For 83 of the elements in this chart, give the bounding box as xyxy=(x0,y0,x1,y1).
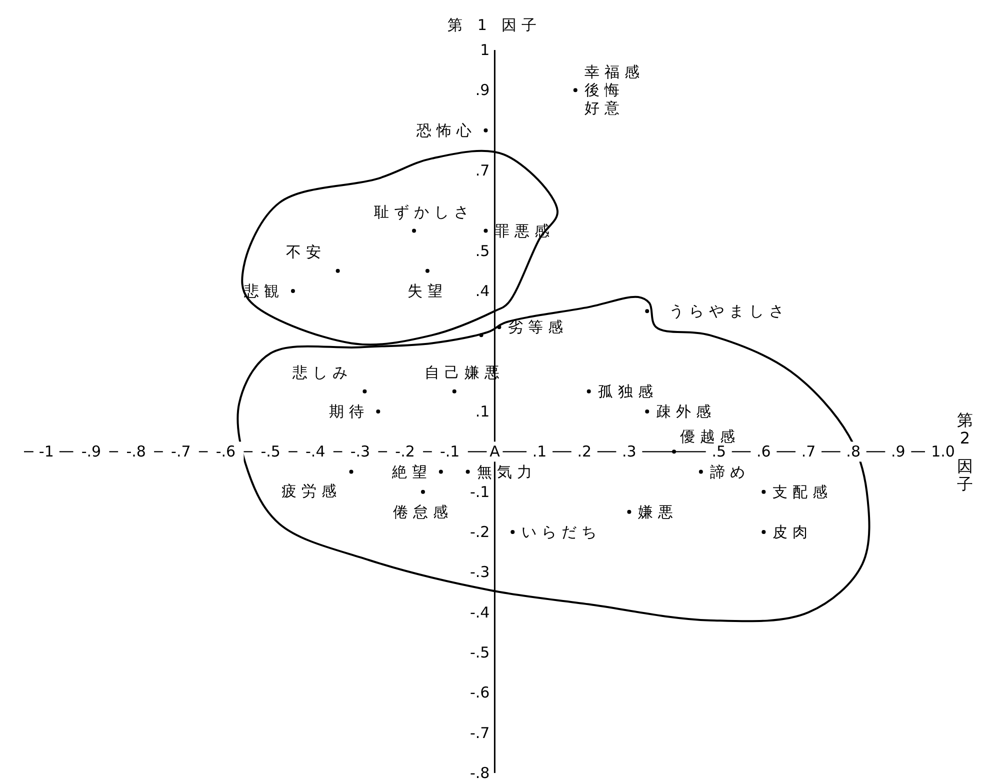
point xyxy=(586,389,591,394)
point xyxy=(645,309,650,314)
x-tick-label: .3 xyxy=(622,442,636,461)
point xyxy=(290,289,295,293)
point xyxy=(452,389,456,394)
x-tick-label: .2 xyxy=(577,442,592,461)
x-tick-label: -1 xyxy=(38,442,54,461)
point xyxy=(466,470,470,474)
annotation: 疎外感 xyxy=(656,402,716,420)
point xyxy=(420,490,425,494)
point xyxy=(412,228,416,233)
x-tick-label: -.3 xyxy=(350,442,370,461)
y-tick-label: -.2 xyxy=(470,523,490,541)
point xyxy=(479,333,484,338)
point xyxy=(336,268,340,273)
x-tick-label: -.8 xyxy=(126,442,146,461)
annotation: 倦怠感 xyxy=(392,502,453,521)
x-tick-label: -.2 xyxy=(395,442,415,461)
annotation: 皮肉 xyxy=(772,523,813,541)
y-tick-label: -.7 xyxy=(470,724,490,742)
x-tick-label: .9 xyxy=(891,442,906,461)
y-tick-label: .7 xyxy=(475,162,490,180)
point xyxy=(376,410,380,414)
annotation: 悲しみ xyxy=(292,363,353,382)
y-tick-label: -.6 xyxy=(470,684,490,702)
annotation: 幸福感 xyxy=(584,63,644,82)
x-tick-label: -.9 xyxy=(81,442,102,461)
point xyxy=(698,470,703,474)
y-tick-label: .4 xyxy=(475,282,490,300)
point xyxy=(672,450,676,454)
annotation: 恐怖心 xyxy=(416,121,477,140)
x-tick-label: -.4 xyxy=(306,442,326,461)
y-tick-label: -.5 xyxy=(470,644,490,662)
annotation: 嫌悪 xyxy=(638,502,678,521)
annotation: 孤独感 xyxy=(598,382,658,400)
x-tick-label: .8 xyxy=(846,442,860,461)
x-axis-title: 第2因子 xyxy=(957,410,973,494)
annotation: 失望 xyxy=(407,282,448,300)
annotation: 疲労感 xyxy=(281,482,342,500)
x-tick-label: -.5 xyxy=(260,442,280,461)
y-tick-label: .1 xyxy=(475,402,490,420)
x-tick-label: -.7 xyxy=(171,442,191,461)
y-tick-label: -.8 xyxy=(470,764,490,782)
point xyxy=(425,268,430,273)
x-tick-label: 1.0 xyxy=(931,442,955,461)
y-tick-label: .9 xyxy=(475,81,490,100)
point xyxy=(484,228,488,233)
annotation: 劣等感 xyxy=(508,318,568,336)
point xyxy=(645,410,650,414)
annotation: 好意 xyxy=(584,99,624,118)
y-axis-title: 第 1 因子 xyxy=(448,16,542,34)
point xyxy=(438,470,443,474)
y-tick-label: -.3 xyxy=(470,563,490,582)
annotation: 期待 xyxy=(329,402,370,420)
y-tick-label: -.1 xyxy=(470,482,490,501)
annotation: いらだち xyxy=(522,523,602,541)
y-tick-label: .5 xyxy=(475,242,490,260)
point xyxy=(510,530,515,534)
annotation: 後悔 xyxy=(584,81,624,100)
y-tick-label: -.4 xyxy=(470,603,490,622)
annotation: 諦め xyxy=(710,462,750,481)
point xyxy=(762,530,766,534)
annotation: 無気力 xyxy=(476,462,537,481)
annotation: 不安 xyxy=(286,242,326,261)
x-tick-label: A xyxy=(490,442,501,461)
point xyxy=(349,470,354,474)
annotation: 悲観 xyxy=(242,282,284,300)
x-tick-label: -.6 xyxy=(216,442,236,461)
point xyxy=(484,128,488,132)
point xyxy=(362,389,367,394)
point xyxy=(762,490,766,494)
point xyxy=(573,88,578,92)
annotation: 耻ずかしさ xyxy=(374,202,474,221)
annotation: 支配感 xyxy=(772,482,833,501)
point xyxy=(627,510,632,514)
x-tick-label: -.1 xyxy=(440,442,460,461)
annotation: うらやましさ xyxy=(669,302,790,320)
x-tick-label: .1 xyxy=(532,442,547,461)
x-tick-label: .7 xyxy=(801,442,816,461)
point xyxy=(497,325,502,330)
x-tick-label: .6 xyxy=(756,442,771,461)
y-tick-label: 1 xyxy=(480,41,490,59)
annotation: 絶望 xyxy=(390,462,432,481)
